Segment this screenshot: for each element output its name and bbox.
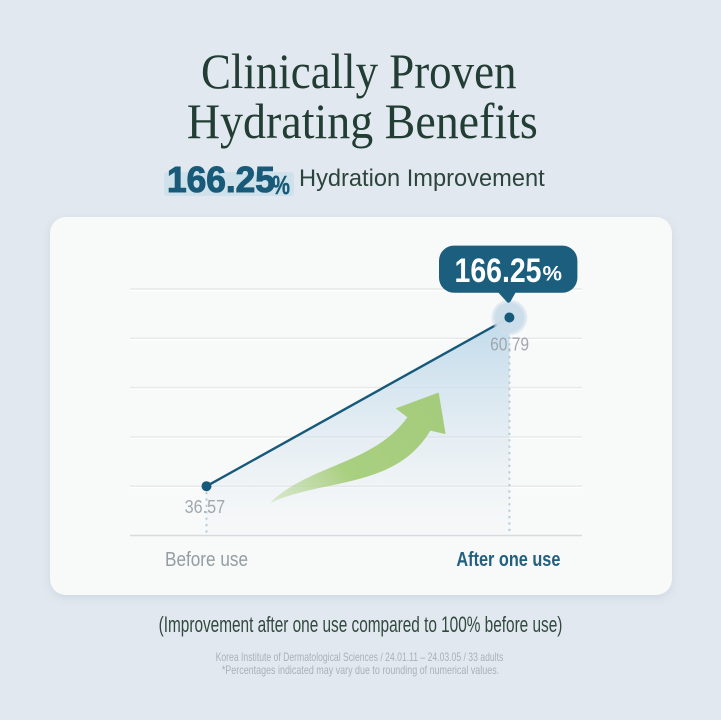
- svg-text:Before use: Before use: [165, 549, 248, 571]
- svg-text:After one use: After one use: [456, 549, 560, 571]
- svg-text:60.79: 60.79: [490, 334, 529, 355]
- svg-text:166.25: 166.25: [455, 252, 542, 290]
- svg-text:%: %: [543, 263, 563, 286]
- svg-text:36.57: 36.57: [185, 496, 226, 517]
